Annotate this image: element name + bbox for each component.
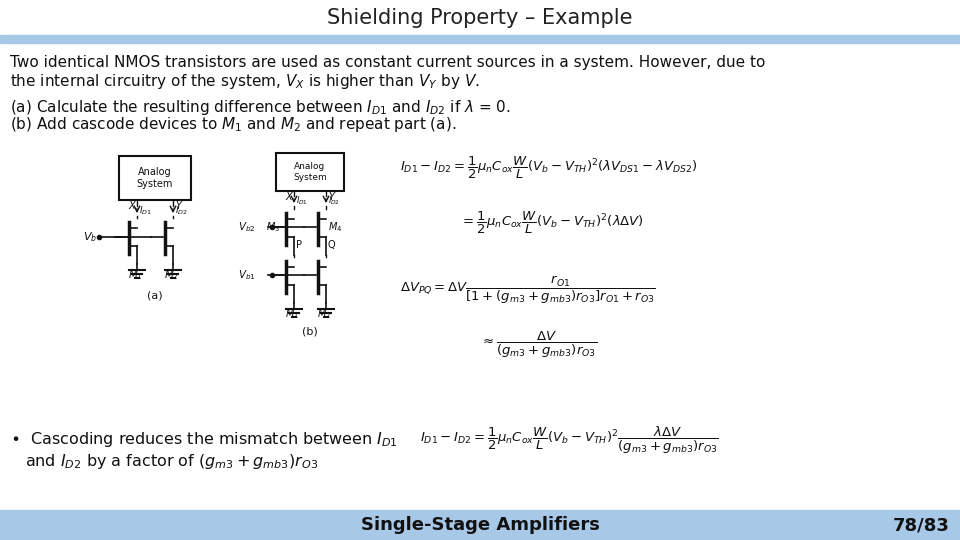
Text: (a): (a): [147, 290, 163, 300]
Text: $I_{D1} - I_{D2} = \dfrac{1}{2}\mu_n C_{ox}\dfrac{W}{L}(V_b - V_{TH})^2(\lambda : $I_{D1} - I_{D2} = \dfrac{1}{2}\mu_n C_{…: [400, 155, 698, 181]
Text: (a) Calculate the resulting difference between $I_{D1}$ and $I_{D2}$ if $\lambda: (a) Calculate the resulting difference b…: [10, 98, 511, 117]
Text: $M_1$: $M_1$: [128, 268, 142, 282]
Text: X: X: [285, 192, 292, 202]
Text: 78/83: 78/83: [893, 516, 950, 534]
Text: $V_{b1}$: $V_{b1}$: [238, 268, 256, 282]
Text: Y: Y: [328, 192, 334, 202]
Text: $I_{D2}$: $I_{D2}$: [328, 195, 340, 207]
Text: P: P: [296, 240, 302, 250]
Text: (b) Add cascode devices to $M_1$ and $M_2$ and repeat part (a).: (b) Add cascode devices to $M_1$ and $M_…: [10, 115, 457, 134]
Text: the internal circuitry of the system, $V_X$ is higher than $V_Y$ by $V$.: the internal circuitry of the system, $V…: [10, 72, 480, 91]
Text: $M_2$: $M_2$: [163, 268, 179, 282]
Text: $I_{D1}$: $I_{D1}$: [139, 205, 152, 217]
Text: and $I_{D2}$ by a factor of $(g_{m3} + g_{mb3})r_{O3}$: and $I_{D2}$ by a factor of $(g_{m3} + g…: [25, 452, 319, 471]
Text: $M_1$: $M_1$: [285, 307, 299, 321]
Bar: [276, 153, 344, 191]
Text: $I_{D1} - I_{D2} = \dfrac{1}{2}\mu_n C_{ox}\dfrac{W}{L}(V_b - V_{TH})^2\dfrac{\l: $I_{D1} - I_{D2} = \dfrac{1}{2}\mu_n C_{…: [420, 425, 719, 456]
Text: Q: Q: [328, 240, 336, 250]
Text: $M_3$: $M_3$: [266, 220, 280, 234]
Text: Y: Y: [175, 201, 181, 211]
Text: Single-Stage Amplifiers: Single-Stage Amplifiers: [361, 516, 599, 534]
Text: $\Delta V_{PQ} = \Delta V\dfrac{r_{O1}}{[1 + (g_{m3} + g_{mb3})r_{O3}]r_{O1} + r: $\Delta V_{PQ} = \Delta V\dfrac{r_{O1}}{…: [400, 275, 656, 306]
Text: $I_{D2}$: $I_{D2}$: [175, 205, 188, 217]
Text: $\bullet$  Cascoding reduces the mismatch between $I_{D1}$: $\bullet$ Cascoding reduces the mismatch…: [10, 430, 397, 449]
Text: Analog
System: Analog System: [137, 167, 173, 189]
Text: X: X: [129, 201, 135, 211]
Text: $V_{b2}$: $V_{b2}$: [238, 220, 256, 234]
Text: Analog
System: Analog System: [293, 163, 326, 181]
Text: Shielding Property – Example: Shielding Property – Example: [327, 8, 633, 28]
Text: (b): (b): [302, 327, 318, 337]
Bar: [0, 510, 960, 540]
Text: $M_4$: $M_4$: [328, 220, 343, 234]
Text: Two identical NMOS transistors are used as constant current sources in a system.: Two identical NMOS transistors are used …: [10, 55, 765, 70]
Text: $\approx \dfrac{\Delta V}{(g_{m3} + g_{mb3})r_{O3}}$: $\approx \dfrac{\Delta V}{(g_{m3} + g_{m…: [480, 330, 597, 360]
Bar: [119, 156, 191, 200]
Text: $M_2$: $M_2$: [317, 307, 331, 321]
Text: $= \dfrac{1}{2}\mu_n C_{ox}\dfrac{W}{L}(V_b - V_{TH})^2(\lambda \Delta V)$: $= \dfrac{1}{2}\mu_n C_{ox}\dfrac{W}{L}(…: [460, 210, 644, 236]
Bar: [0, 0, 960, 35]
Bar: [0, 35, 960, 43]
Text: $I_{D1}$: $I_{D1}$: [296, 195, 308, 207]
Text: $V_b$: $V_b$: [83, 230, 97, 244]
